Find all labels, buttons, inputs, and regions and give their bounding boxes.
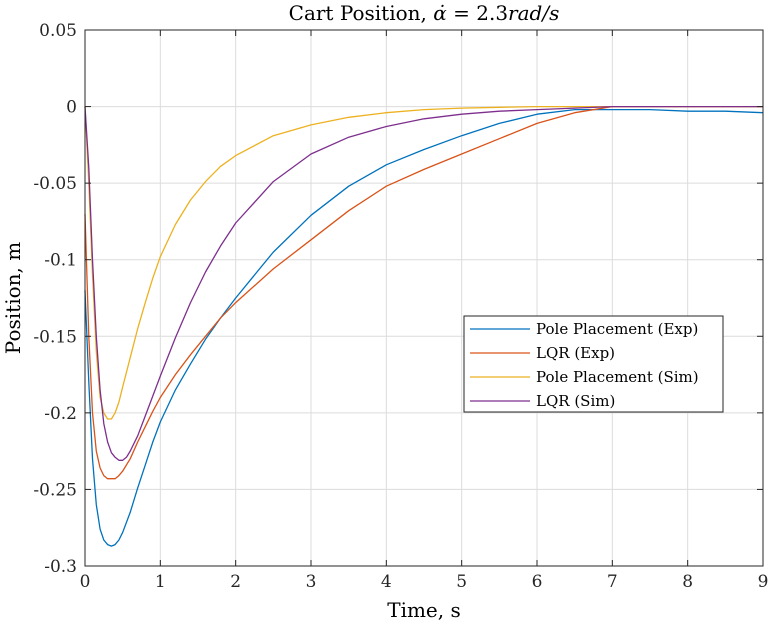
series-line-pole-placement-exp bbox=[84, 108, 764, 547]
y-tick-label: -0.05 bbox=[33, 174, 77, 194]
y-tick-label: -0.15 bbox=[33, 327, 77, 347]
x-axis-label: Time, s bbox=[387, 598, 461, 622]
y-tick-label: 0.05 bbox=[39, 21, 77, 41]
chart-title-equation: = 2.3 bbox=[447, 1, 508, 25]
chart-title: Cart Position, α̇ = 2.3rad/s bbox=[289, 1, 560, 25]
y-tick-label: -0.2 bbox=[44, 404, 77, 424]
x-tick-label: 0 bbox=[80, 572, 91, 592]
x-tick-label: 1 bbox=[155, 572, 166, 592]
plot-frame bbox=[84, 29, 764, 567]
x-tick-label: 3 bbox=[306, 572, 317, 592]
y-tick-label: -0.3 bbox=[44, 557, 77, 577]
series-layer bbox=[84, 105, 764, 547]
y-tick-label: -0.25 bbox=[33, 480, 77, 500]
legend-box bbox=[463, 315, 724, 413]
y-tick-label: 0 bbox=[66, 98, 77, 118]
x-tick-label: 2 bbox=[230, 572, 241, 592]
chart-title-unit: rad/s bbox=[508, 1, 559, 25]
x-tick-label: 5 bbox=[456, 572, 467, 592]
legend-label-lqr-sim: LQR (Sim) bbox=[536, 392, 615, 410]
x-tick-label: 7 bbox=[607, 572, 618, 592]
ticks: 0 1 2 3 4 5 6 7 8 9 0.05 0 -0.05 -0.1 -0.15 -0.2 -0.25 -0… bbox=[33, 21, 768, 592]
y-axis-label: Position, m bbox=[1, 242, 25, 354]
legend: Pole Placement (Exp) LQR (Exp) Pole Placem… bbox=[463, 315, 724, 413]
legend-label-pole-placement-sim: Pole Placement (Sim) bbox=[536, 368, 699, 386]
chart-title-prefix: Cart Position, bbox=[289, 1, 434, 25]
series-line-pole-placement-sim bbox=[84, 105, 763, 420]
x-tick-label: 9 bbox=[758, 572, 769, 592]
series-line-lqr-sim bbox=[84, 105, 763, 461]
series-line-lqr-exp bbox=[84, 105, 763, 480]
legend-label-pole-placement-exp: Pole Placement (Exp) bbox=[536, 320, 698, 338]
x-tick-label: 8 bbox=[682, 572, 693, 592]
y-tick-label: -0.1 bbox=[44, 251, 77, 271]
x-tick-label: 6 bbox=[532, 572, 543, 592]
chart-title-variable: α̇ bbox=[433, 1, 447, 25]
x-tick-label: 4 bbox=[381, 572, 392, 592]
legend-label-lqr-exp: LQR (Exp) bbox=[536, 344, 615, 362]
